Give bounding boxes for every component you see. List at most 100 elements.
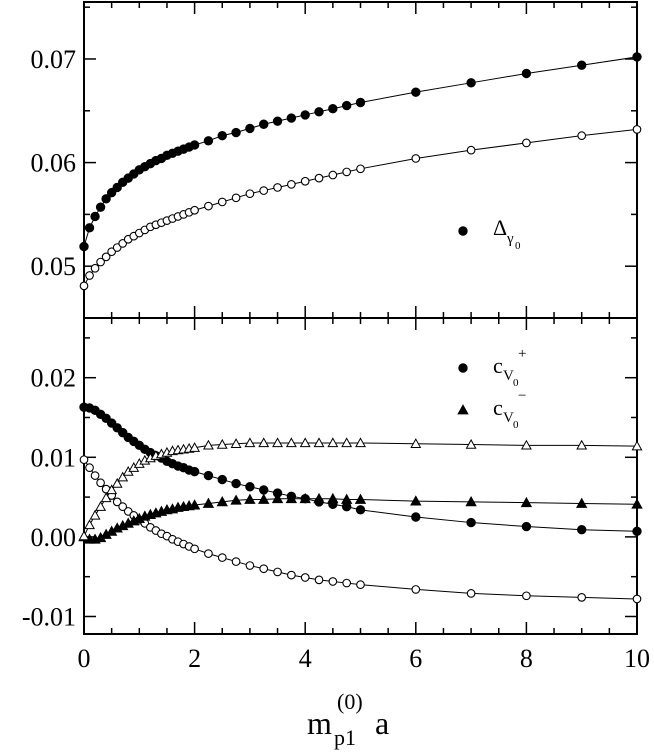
data-point [466,589,476,598]
data-point [271,492,284,504]
legend-entry: c V 0 − [457,388,526,431]
data-point [632,526,642,537]
data-point [285,437,297,448]
x-axis-label-tail: a [375,705,389,741]
data-point [342,167,352,177]
x-tick-label: 2 [188,644,201,673]
data-point [340,493,353,504]
x-axis-label: m p1 (0) a [307,689,389,750]
series-top-open-circle [79,125,642,291]
x-tick-label: 6 [409,644,422,673]
legend-label-sup: − [518,388,526,404]
data-point [520,439,532,450]
panel-frames [83,1,638,635]
data-point [85,271,94,280]
data-point [189,140,200,150]
data-point [632,594,642,604]
data-point [314,173,324,183]
data-point [576,439,588,450]
series-bottom-open-circle [79,455,642,604]
data-point [328,170,338,180]
data-point [341,100,352,111]
data-point [314,107,324,117]
data-point [244,493,256,504]
data-point [314,575,324,585]
data-point [313,492,325,504]
data-point [203,136,214,146]
x-tick-label: 8 [520,644,533,673]
data-point [287,179,296,189]
legend-label-base: c [493,353,503,378]
data-point [190,205,199,215]
data-point [287,570,296,580]
data-point [204,201,213,211]
legend-label-subsub: 0 [515,240,521,252]
data-point [245,123,255,134]
data-point [231,127,241,138]
data-point [342,578,352,588]
data-point [411,512,421,522]
y-tick-label: 0.02 [31,364,77,393]
data-point [327,437,339,448]
data-point [217,197,227,207]
data-point [411,154,421,163]
data-point [354,493,367,504]
data-point [217,474,227,485]
data-point [85,463,94,472]
data-point [79,241,89,252]
x-tick-label: 0 [78,644,91,673]
data-point [576,497,588,508]
legend-label-subsub: 0 [513,419,519,431]
label-layer: 0.050.060.07Δ γ 0-0.010.000.010.020 2 4 6 8 10c… [22,45,650,750]
series-bottom-open-triangle [78,437,643,541]
y-tick-label: 0.00 [31,523,77,552]
data-point [117,471,129,482]
y-tick-label: 0.06 [31,149,77,178]
data-point [89,509,101,520]
data-point [300,110,310,120]
data-point [216,438,228,449]
data-point [188,499,201,510]
data-point [631,440,643,451]
y-tick-label: 0.07 [31,45,77,74]
data-point [78,530,90,541]
data-point [466,78,476,88]
data-point [577,525,587,535]
data-point [189,466,200,477]
data-point [411,87,421,97]
data-point [118,502,128,511]
data-point [84,223,95,233]
data-point [520,496,533,508]
data-point [101,194,111,204]
data-point [355,505,366,515]
data-point [202,497,215,508]
data-point [190,544,199,554]
data-point [577,593,587,602]
legend-entry: c V 0 + [458,346,526,389]
data-point [286,113,297,123]
data-point [466,517,476,528]
data-point [95,202,106,212]
data-point [328,577,338,586]
data-point [95,501,107,511]
data-point [521,68,532,79]
legend-label-base: c [493,395,503,420]
data-point [410,438,422,448]
x-axis-label-sub: p1 [334,725,356,750]
data-point [258,493,270,504]
y-tick-label: 0.05 [31,252,77,281]
data-point [96,478,105,488]
legend-marker [458,363,468,373]
data-point [245,189,255,199]
data-point [189,442,201,452]
data-point [259,119,269,129]
data-point [90,211,100,222]
data-point [202,439,214,450]
legend-label-subsub: 0 [513,377,519,389]
data-point [313,437,325,448]
data-point [466,145,476,155]
data-point [79,455,89,465]
x-axis-label-sup: (0) [337,689,363,714]
data-point [272,116,283,126]
